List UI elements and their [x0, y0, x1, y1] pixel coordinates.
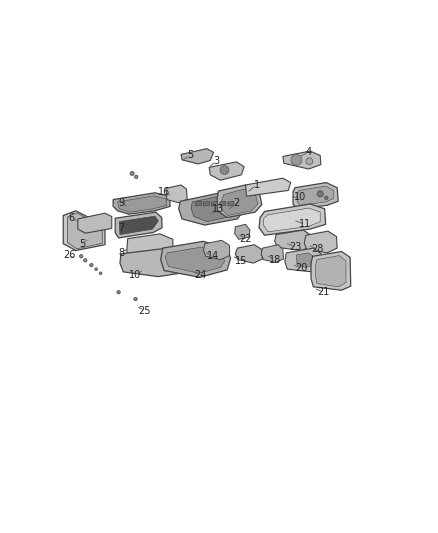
Text: 7: 7 — [118, 223, 124, 233]
Text: 10: 10 — [129, 270, 141, 280]
Circle shape — [130, 172, 134, 175]
Text: 3: 3 — [213, 156, 219, 166]
Text: 2: 2 — [233, 198, 240, 208]
Polygon shape — [67, 213, 102, 249]
Polygon shape — [261, 245, 283, 262]
Text: 1: 1 — [254, 180, 260, 190]
Circle shape — [95, 268, 98, 271]
Circle shape — [117, 290, 120, 294]
Polygon shape — [117, 196, 167, 212]
Polygon shape — [181, 149, 214, 164]
Polygon shape — [297, 186, 334, 205]
Polygon shape — [166, 185, 187, 203]
Polygon shape — [220, 201, 226, 206]
Polygon shape — [179, 192, 244, 225]
Polygon shape — [209, 162, 244, 180]
Polygon shape — [161, 241, 230, 277]
Polygon shape — [203, 240, 230, 260]
Text: 21: 21 — [318, 287, 330, 297]
Text: 11: 11 — [299, 220, 311, 229]
Polygon shape — [63, 211, 105, 251]
Polygon shape — [78, 213, 112, 233]
Text: 18: 18 — [268, 255, 281, 265]
Polygon shape — [275, 230, 312, 251]
Text: 5: 5 — [187, 150, 193, 160]
Polygon shape — [228, 201, 234, 206]
Text: 10: 10 — [294, 192, 306, 202]
Polygon shape — [293, 183, 338, 209]
Circle shape — [90, 263, 93, 267]
Text: 5: 5 — [79, 239, 85, 249]
Text: 8: 8 — [118, 248, 124, 258]
Polygon shape — [222, 189, 258, 215]
Polygon shape — [285, 248, 322, 272]
Text: 14: 14 — [206, 251, 219, 261]
Polygon shape — [127, 234, 173, 257]
Text: 25: 25 — [138, 305, 151, 316]
Circle shape — [134, 297, 137, 301]
Polygon shape — [311, 252, 351, 290]
Polygon shape — [259, 204, 325, 235]
Polygon shape — [235, 245, 262, 263]
Polygon shape — [120, 249, 194, 277]
Circle shape — [325, 196, 328, 199]
Circle shape — [80, 255, 83, 258]
Polygon shape — [297, 253, 314, 268]
Circle shape — [99, 272, 102, 274]
Polygon shape — [246, 178, 291, 196]
Polygon shape — [196, 201, 202, 206]
Polygon shape — [113, 193, 170, 214]
Polygon shape — [115, 212, 162, 238]
Polygon shape — [235, 224, 250, 239]
Polygon shape — [264, 208, 320, 232]
Text: 9: 9 — [118, 198, 124, 208]
Text: 16: 16 — [158, 187, 170, 197]
Polygon shape — [283, 151, 321, 169]
Circle shape — [84, 259, 87, 262]
Polygon shape — [165, 247, 224, 273]
Text: 28: 28 — [311, 245, 324, 254]
Polygon shape — [212, 201, 218, 206]
Text: 4: 4 — [306, 147, 312, 157]
Circle shape — [317, 191, 323, 197]
Polygon shape — [315, 256, 346, 287]
Circle shape — [306, 158, 313, 165]
Text: 15: 15 — [235, 256, 247, 265]
Text: 24: 24 — [194, 270, 206, 280]
Polygon shape — [119, 216, 158, 235]
Text: 20: 20 — [296, 263, 308, 273]
Text: 26: 26 — [63, 250, 75, 260]
Polygon shape — [304, 231, 337, 253]
Polygon shape — [203, 201, 209, 206]
Circle shape — [291, 155, 302, 165]
Circle shape — [220, 166, 229, 174]
Text: 23: 23 — [290, 242, 302, 252]
Text: 6: 6 — [69, 213, 75, 223]
Polygon shape — [191, 195, 238, 222]
Text: 13: 13 — [212, 205, 225, 214]
Circle shape — [134, 175, 138, 179]
Polygon shape — [217, 185, 262, 217]
Text: 22: 22 — [239, 233, 252, 244]
